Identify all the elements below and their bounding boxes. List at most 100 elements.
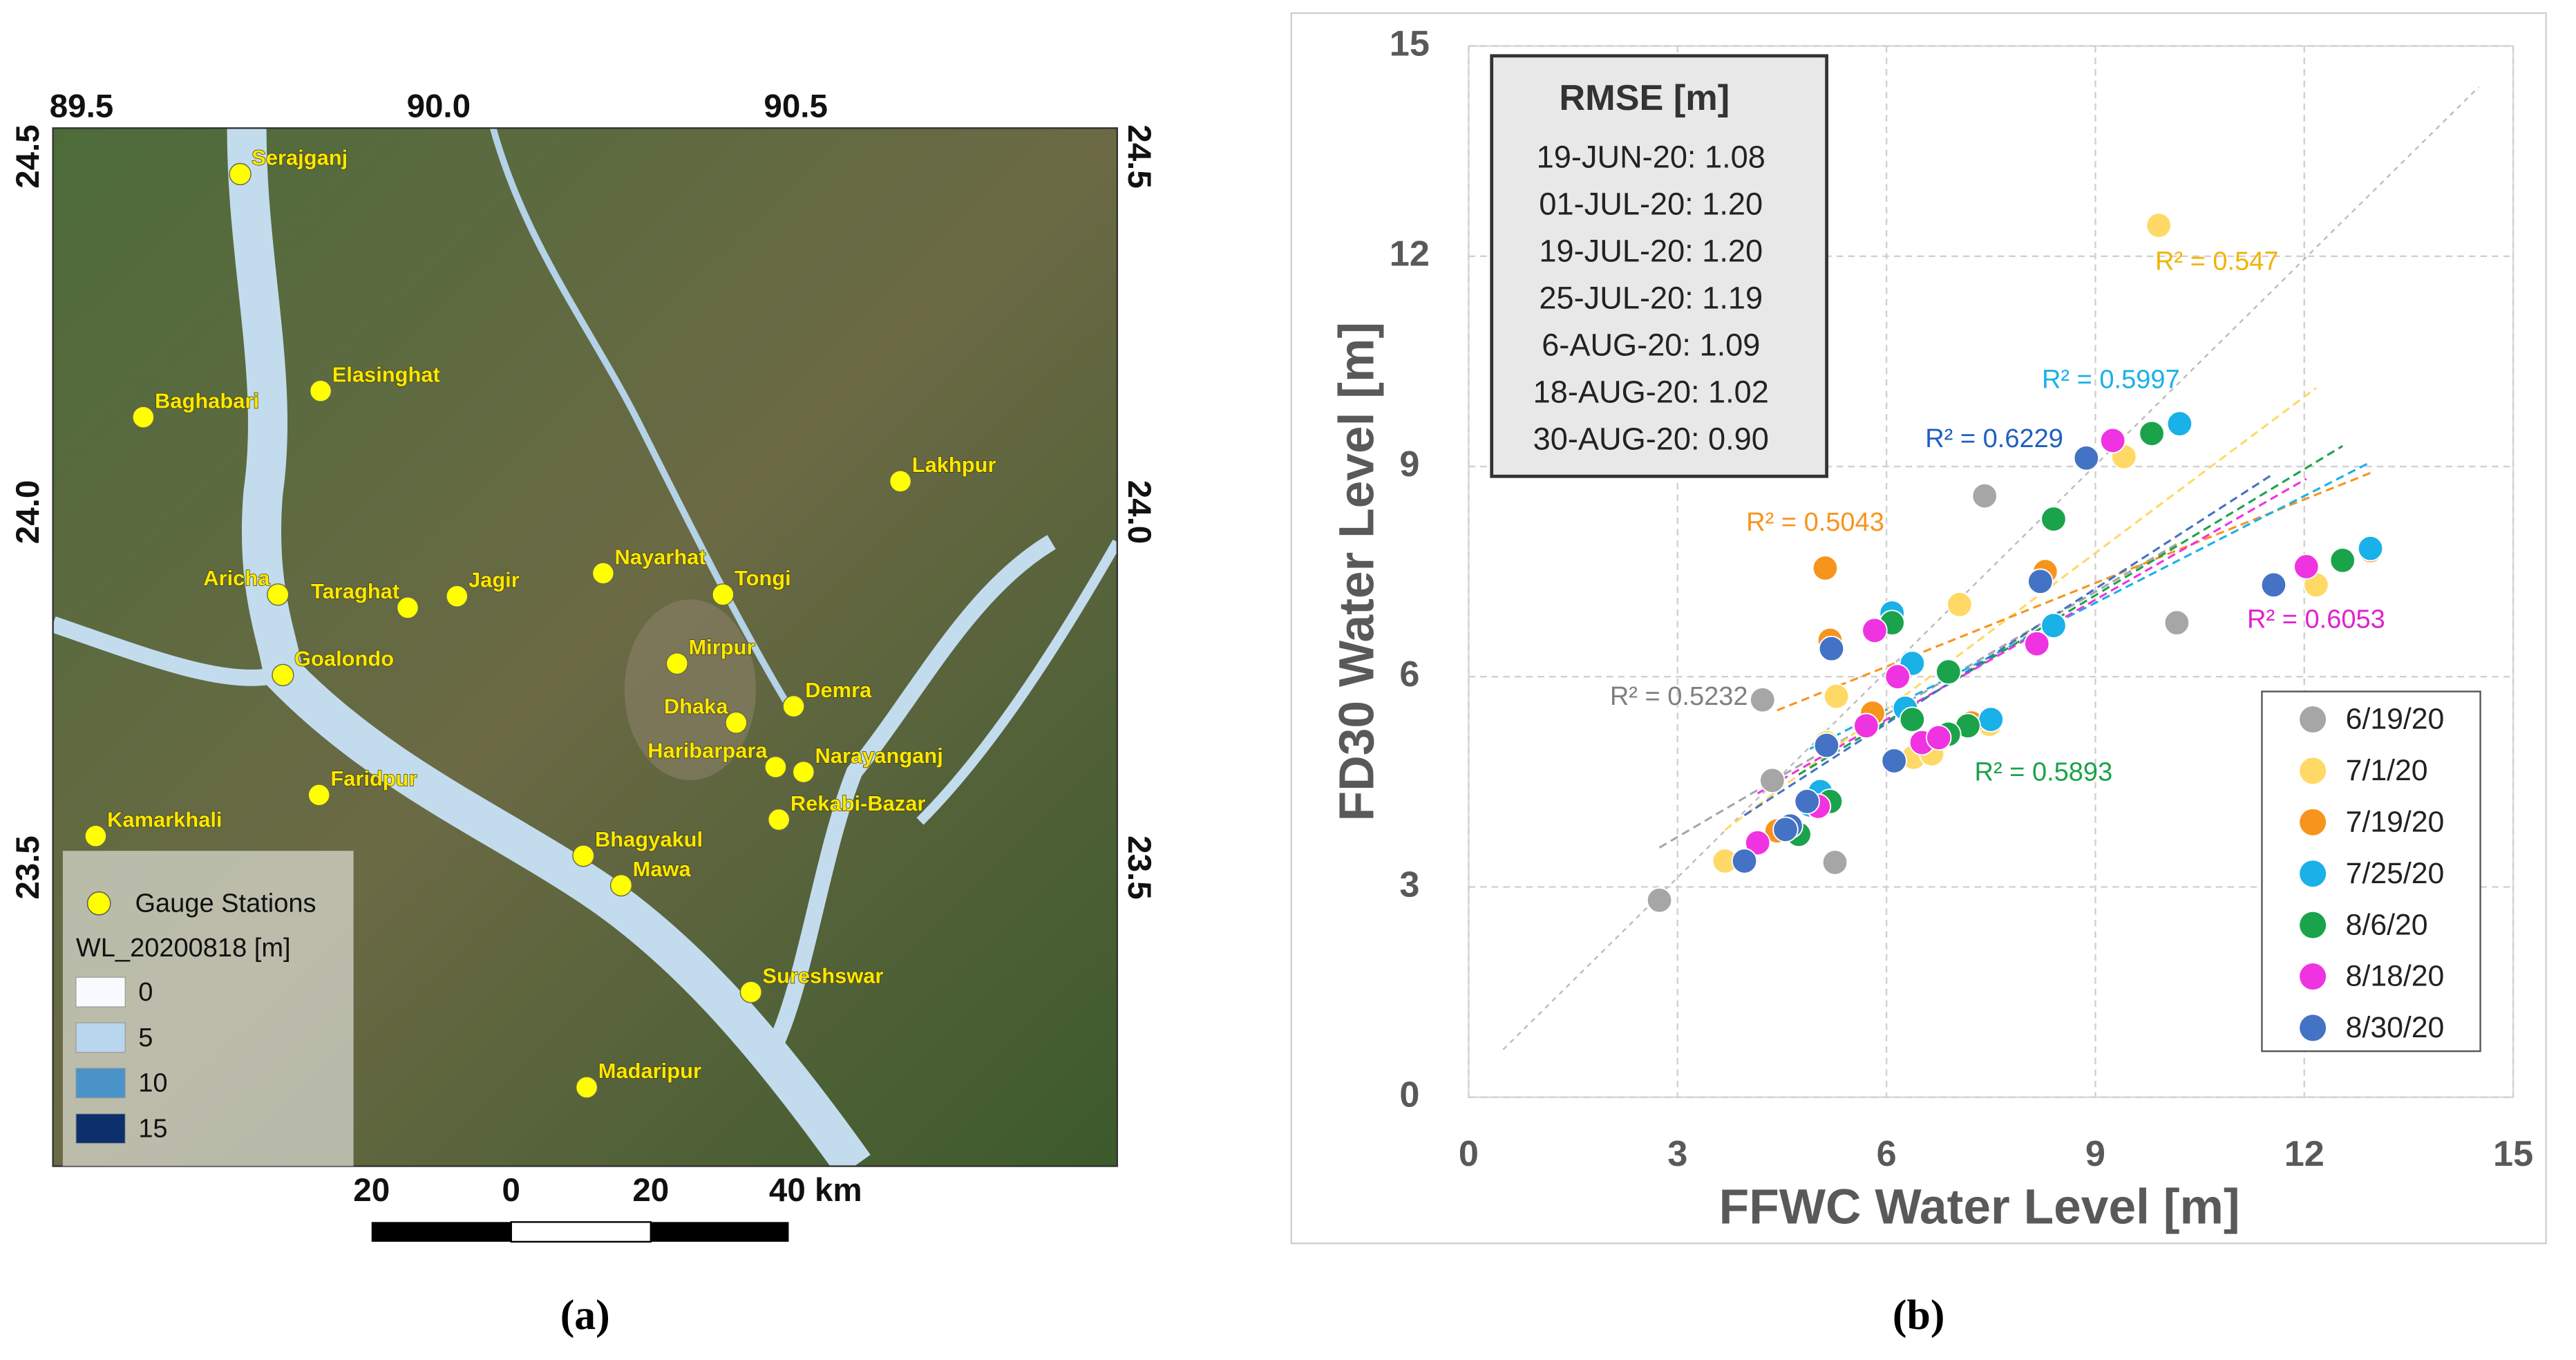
data-point <box>1759 767 1786 794</box>
data-point <box>1744 829 1771 856</box>
rmse-line: 19-JUL-20: 1.20 <box>1539 233 1763 268</box>
data-point <box>1818 635 1845 662</box>
legend-title: WL_20200818 [m] <box>76 934 291 963</box>
data-point <box>2166 410 2193 437</box>
station-label: Haribarpara <box>647 739 768 763</box>
data-point <box>1646 887 1673 914</box>
scale-label: 20 <box>632 1172 669 1209</box>
data-point <box>1899 706 1926 733</box>
map-legend: Gauge Stations WL_20200818 [m] 0 5 10 15 <box>62 851 354 1167</box>
data-point <box>2024 630 2050 657</box>
map-frame <box>52 127 1118 1167</box>
station-label: Demra <box>805 678 872 702</box>
rmse-line: 18-AUG-20: 1.02 <box>1533 374 1769 409</box>
chart-frame <box>1290 12 2547 1245</box>
gauge-station <box>889 470 912 493</box>
data-point <box>1821 849 1848 876</box>
trendline <box>1798 445 2343 776</box>
x-tick-label: 9 <box>2085 1134 2105 1174</box>
rmse-box <box>1490 54 1828 478</box>
gauge-station <box>665 652 688 675</box>
gauge-station <box>768 808 790 831</box>
lat-tick-label: 24.0 <box>10 480 46 544</box>
lat-tick-label: 23.5 <box>1121 835 1157 899</box>
station-label: Aricha <box>203 566 270 590</box>
lon-tick-label: 89.5 <box>50 88 113 124</box>
r2-annotation: R² = 0.5997 <box>2042 365 2180 394</box>
station-label: Kamarkhali <box>107 808 222 832</box>
legend-label: 5 <box>138 1023 153 1052</box>
station-label: Jagir <box>468 568 520 592</box>
legend-label: 7/1/20 <box>2346 754 2428 787</box>
gauge-station <box>307 784 330 806</box>
data-point <box>2357 535 2384 562</box>
x-tick-label: 6 <box>1877 1134 1897 1174</box>
data-point <box>1731 848 1758 874</box>
station-label: Elasinghat <box>332 362 440 386</box>
lat-tick-label: 24.5 <box>1121 124 1157 188</box>
data-point <box>2040 612 2067 639</box>
data-point <box>1813 732 1840 759</box>
station-label: Rekabi-Bazar <box>790 791 926 815</box>
gauge-station <box>782 695 805 718</box>
r2-annotation: R² = 0.5893 <box>1975 758 2113 787</box>
legend-swatch <box>75 1113 126 1144</box>
rmse-title: RMSE [m] <box>1559 78 1730 118</box>
data-point <box>1971 482 1998 509</box>
legend-label: 0 <box>138 978 153 1007</box>
data-point <box>2329 547 2356 574</box>
gauge-station <box>764 755 787 779</box>
station-label: Goalondo <box>294 647 394 671</box>
data-point <box>2099 427 2126 454</box>
station-label: Tongi <box>735 566 791 590</box>
lon-tick-label: 90.0 <box>407 88 471 124</box>
legend-marker <box>2300 860 2327 887</box>
r2-annotation: R² = 0.6053 <box>2247 605 2385 634</box>
legend-marker <box>2300 963 2327 990</box>
scale-bar: 20 0 20 40 km <box>353 1172 862 1243</box>
lat-tick-label: 24.0 <box>1121 480 1157 544</box>
legend-marker <box>2300 706 2327 733</box>
legend-swatch <box>75 976 126 1008</box>
r2-annotation: R² = 0.6229 <box>1925 424 2063 453</box>
station-label: Nayarhat <box>615 545 706 569</box>
data-point <box>1881 748 1907 774</box>
data-point <box>1925 724 1952 751</box>
gauge-station <box>725 711 748 734</box>
y-tick-label: 0 <box>1399 1075 1419 1115</box>
station-label: Narayanganj <box>815 744 943 768</box>
station-label: Madaripur <box>598 1059 701 1083</box>
y-axis-title: FD30 Water Level [m] <box>1329 322 1384 821</box>
r2-annotation: R² = 0.547 <box>2155 247 2279 276</box>
legend-label: 10 <box>138 1069 167 1098</box>
data-point <box>2073 445 2100 471</box>
caption: (b) <box>1893 1292 1945 1339</box>
scale-label: 20 <box>353 1172 390 1209</box>
rmse-line: 25-JUL-20: 1.19 <box>1539 280 1763 315</box>
gauge-station <box>575 1076 598 1099</box>
legend-label: 8/30/20 <box>2346 1011 2445 1044</box>
legend-box <box>2261 690 2481 1052</box>
gauge-station <box>609 873 633 897</box>
rmse-line: 30-AUG-20: 0.90 <box>1533 421 1769 456</box>
data-point <box>2027 568 2054 595</box>
data-point <box>1772 816 1799 843</box>
legend-marker <box>2300 809 2327 835</box>
gauge-station <box>591 562 615 585</box>
gauge-station <box>267 583 290 606</box>
legend-label: 8/18/20 <box>2346 960 2445 993</box>
r2-annotation: R² = 0.5232 <box>1610 682 1748 711</box>
y-tick-label: 3 <box>1399 865 1419 905</box>
legend-swatch <box>75 1022 126 1053</box>
data-point <box>1853 712 1879 739</box>
y-tick-label: 6 <box>1399 654 1419 695</box>
data-point <box>2139 420 2165 447</box>
gauge-station <box>309 379 332 402</box>
y-tick-label: 9 <box>1399 444 1419 484</box>
gauge-station <box>712 583 735 606</box>
data-point <box>1935 659 1962 685</box>
trendline <box>1658 542 2178 849</box>
legend-label: 8/6/20 <box>2346 908 2428 941</box>
station-label: Dhaka <box>664 695 728 719</box>
scale-label: 40 km <box>769 1172 862 1209</box>
